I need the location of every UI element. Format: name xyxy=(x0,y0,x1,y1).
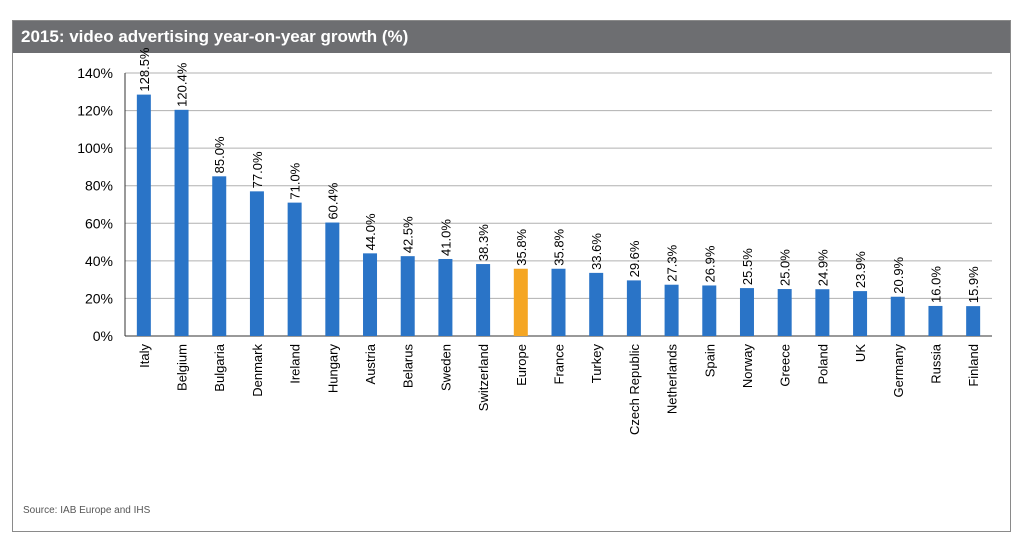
y-tick-label: 40% xyxy=(85,253,113,269)
bar-spain xyxy=(702,285,717,336)
x-tick-label: Czech Republic xyxy=(627,344,642,436)
x-tick-label: Netherlands xyxy=(665,344,680,415)
chart-title: 2015: video advertising year-on-year gro… xyxy=(13,21,1010,53)
data-label: 71.0% xyxy=(288,162,303,199)
data-label: 24.9% xyxy=(815,249,830,286)
data-label: 27.3% xyxy=(665,244,680,281)
x-tick-label: Greece xyxy=(778,344,793,387)
x-tick-label: Hungary xyxy=(325,344,340,394)
x-tick-label: Poland xyxy=(815,344,830,384)
bar-denmark xyxy=(249,191,264,336)
data-label: 35.8% xyxy=(514,228,529,265)
bar-italy xyxy=(136,94,151,336)
bar-austria xyxy=(363,253,378,336)
data-label: 38.3% xyxy=(476,224,491,261)
bar-finland xyxy=(966,306,981,336)
bar-hungary xyxy=(325,222,340,336)
bar-russia xyxy=(928,305,943,336)
bar-greece xyxy=(777,289,792,336)
data-label: 23.9% xyxy=(853,251,868,288)
data-label: 16.0% xyxy=(928,266,943,303)
data-label: 60.4% xyxy=(325,182,340,219)
y-tick-label: 120% xyxy=(77,103,113,119)
y-tick-label: 140% xyxy=(77,65,113,81)
data-label: 29.6% xyxy=(627,240,642,277)
bar-netherlands xyxy=(664,284,679,336)
bar-poland xyxy=(815,289,830,336)
y-tick-label: 80% xyxy=(85,178,113,194)
data-label: 15.9% xyxy=(966,266,981,303)
x-tick-label: Finland xyxy=(966,344,981,387)
bar-belarus xyxy=(400,256,415,336)
bar-uk xyxy=(853,291,868,336)
x-tick-label: Switzerland xyxy=(476,344,491,411)
bar-czech-republic xyxy=(626,280,641,336)
data-label: 20.9% xyxy=(891,256,906,293)
data-label: 77.0% xyxy=(250,151,265,188)
y-tick-label: 0% xyxy=(93,328,113,344)
bar-sweden xyxy=(438,258,453,336)
data-label: 42.5% xyxy=(401,216,416,253)
bar-bulgaria xyxy=(212,176,227,336)
data-label: 25.0% xyxy=(778,249,793,286)
data-label: 26.9% xyxy=(702,245,717,282)
x-tick-label: Russia xyxy=(928,343,943,384)
x-tick-label: Europe xyxy=(514,344,529,386)
x-tick-label: Sweden xyxy=(438,344,453,391)
x-tick-label: Ireland xyxy=(288,344,303,384)
y-tick-label: 100% xyxy=(77,140,113,156)
data-label: 44.0% xyxy=(363,213,378,250)
x-tick-label: Norway xyxy=(740,344,755,389)
y-tick-label: 60% xyxy=(85,215,113,231)
x-tick-label: Bulgaria xyxy=(212,343,227,391)
data-label: 128.5% xyxy=(137,47,152,92)
data-label: 85.0% xyxy=(212,136,227,173)
data-label: 25.5% xyxy=(740,248,755,285)
data-label: 41.0% xyxy=(438,219,453,256)
x-tick-label: France xyxy=(552,344,567,384)
x-tick-label: Denmark xyxy=(250,344,265,397)
bar-norway xyxy=(739,288,754,336)
x-tick-label: UK xyxy=(853,344,868,362)
x-tick-label: Italy xyxy=(137,344,152,368)
bar-france xyxy=(551,268,566,336)
y-tick-label: 20% xyxy=(85,290,113,306)
x-tick-label: Turkey xyxy=(589,344,604,384)
data-label: 33.6% xyxy=(589,233,604,270)
bar-turkey xyxy=(589,272,604,336)
x-tick-label: Germany xyxy=(891,344,906,398)
data-label: 35.8% xyxy=(552,228,567,265)
x-tick-label: Belarus xyxy=(401,344,416,389)
bar-europe xyxy=(513,268,528,336)
bar-switzerland xyxy=(476,264,491,336)
x-tick-label: Austria xyxy=(363,343,378,384)
x-tick-label: Spain xyxy=(702,344,717,377)
chart-source: Source: IAB Europe and IHS xyxy=(23,505,151,516)
bar-belgium xyxy=(174,109,189,336)
x-tick-label: Belgium xyxy=(175,344,190,391)
bar-ireland xyxy=(287,202,302,336)
data-label: 120.4% xyxy=(175,62,190,107)
bar-germany xyxy=(890,296,905,336)
